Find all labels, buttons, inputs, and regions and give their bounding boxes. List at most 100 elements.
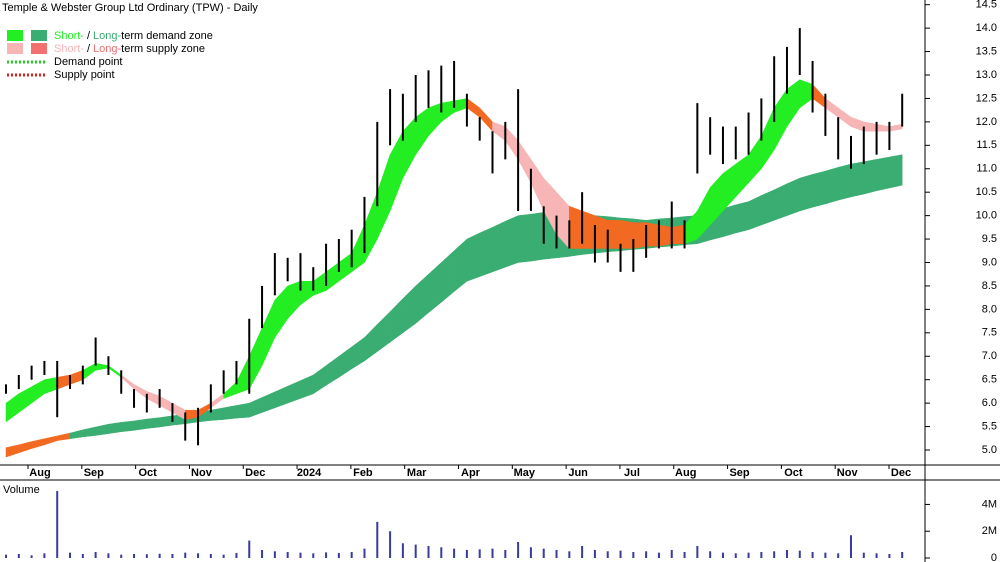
volume-bar [325, 552, 328, 558]
volume-bar [145, 554, 148, 558]
volume-bar [849, 535, 852, 558]
zone-segment [748, 195, 762, 231]
legend-part: Short- [54, 30, 84, 42]
zone-segment [671, 224, 685, 244]
x-tick-label: Oct [784, 467, 803, 479]
legend-part: Long- [93, 43, 121, 55]
legend-swatch [7, 43, 23, 54]
volume-bar [261, 549, 264, 558]
x-tick-label: Dec [891, 467, 911, 479]
volume-bar [453, 548, 456, 558]
y-tick-label: 11.5 [976, 139, 997, 151]
legend-part: Short- [54, 43, 84, 55]
volume-bar [657, 552, 660, 558]
volume-bar [721, 552, 724, 558]
volume-bar [273, 551, 276, 558]
legend-label: Demand point [54, 56, 123, 68]
zone-segment [210, 407, 224, 421]
volume-bars [5, 491, 904, 558]
volume-bar [184, 552, 187, 558]
zone-segment [773, 183, 788, 221]
volume-bar [248, 540, 251, 558]
legend-label: Supply point [54, 69, 115, 81]
volume-bar [312, 553, 315, 558]
volume-bar [888, 553, 891, 558]
volume-bar [337, 552, 340, 558]
zone-segment [492, 220, 506, 273]
volume-bar [427, 545, 430, 558]
volume-bar [811, 551, 814, 558]
volume-bar [760, 551, 763, 558]
volume-bar [683, 551, 686, 558]
x-tick-label: Apr [461, 467, 481, 479]
zone-segment [633, 222, 647, 249]
zone-segment [223, 405, 237, 420]
volume-bar [734, 553, 737, 558]
y-tick-label: 7.0 [982, 350, 997, 362]
y-tick-label: 12.5 [976, 92, 997, 104]
zone-segment [722, 204, 737, 238]
zone-segment [133, 418, 148, 431]
volume-bar [158, 553, 161, 558]
x-tick-label: Nov [837, 467, 859, 479]
zone-segment [799, 174, 813, 212]
x-tick-label: Sep [729, 467, 749, 479]
zone-segment [863, 159, 877, 195]
volume-bar [824, 552, 827, 558]
volume-bar [901, 551, 904, 558]
zone-segment [889, 154, 903, 189]
volume-bar [465, 549, 468, 558]
volume-bar [555, 549, 558, 558]
volume-bar [491, 548, 494, 558]
y-tick-label: 10.0 [976, 210, 997, 222]
volume-bar [517, 541, 520, 558]
y-tick-label: 5.0 [982, 444, 997, 456]
legend-label: Short- / Long-term demand zone [54, 30, 213, 42]
zone-segment [607, 220, 621, 249]
y-tick-label: 6.5 [982, 374, 997, 386]
zone-segment [658, 224, 672, 247]
y-tick-label: 9.5 [982, 233, 997, 245]
zone-segment [466, 232, 480, 282]
volume-bar [209, 553, 212, 558]
volume-bar [350, 551, 353, 558]
volume-bar [30, 555, 33, 558]
volume-bar [875, 553, 878, 558]
volume-bar [606, 551, 609, 558]
y-tick-label: 14.0 [976, 22, 997, 34]
y-tick-label: 9.0 [982, 256, 997, 268]
zone-segment [505, 215, 519, 268]
volume-bar [120, 554, 123, 558]
volume-bar [389, 531, 392, 558]
x-tick-label: Nov [191, 467, 213, 479]
y-tick-label: 0 [991, 552, 997, 562]
volume-bar [709, 551, 712, 558]
zone-segment [825, 167, 839, 205]
volume-bar [5, 554, 7, 558]
x-tick-label: Feb [353, 467, 373, 479]
zone-segment [159, 415, 173, 428]
zone-segment [530, 212, 544, 262]
volume-bar [504, 549, 507, 558]
volume-bar [593, 549, 596, 558]
volume-bar [542, 548, 545, 558]
zone-segment [837, 163, 852, 201]
zone-segment [786, 177, 801, 216]
zone-segment [850, 161, 865, 198]
price-bars [5, 28, 904, 446]
volume-bar [785, 549, 788, 558]
y-tick-label: 2M [982, 525, 997, 537]
volume-bar [299, 552, 302, 558]
y-tick-label: 12.0 [976, 116, 997, 128]
volume-bar [862, 552, 865, 558]
volume-bar [56, 491, 59, 558]
zone-segment [517, 213, 532, 263]
legend: Short- / Long-term demand zone Short- / Long… [7, 30, 213, 81]
legend-part: / [87, 43, 91, 55]
volume-bar [798, 550, 801, 558]
volume-bar [581, 545, 584, 558]
volume-bar [632, 551, 635, 558]
volume-bar [440, 547, 443, 558]
